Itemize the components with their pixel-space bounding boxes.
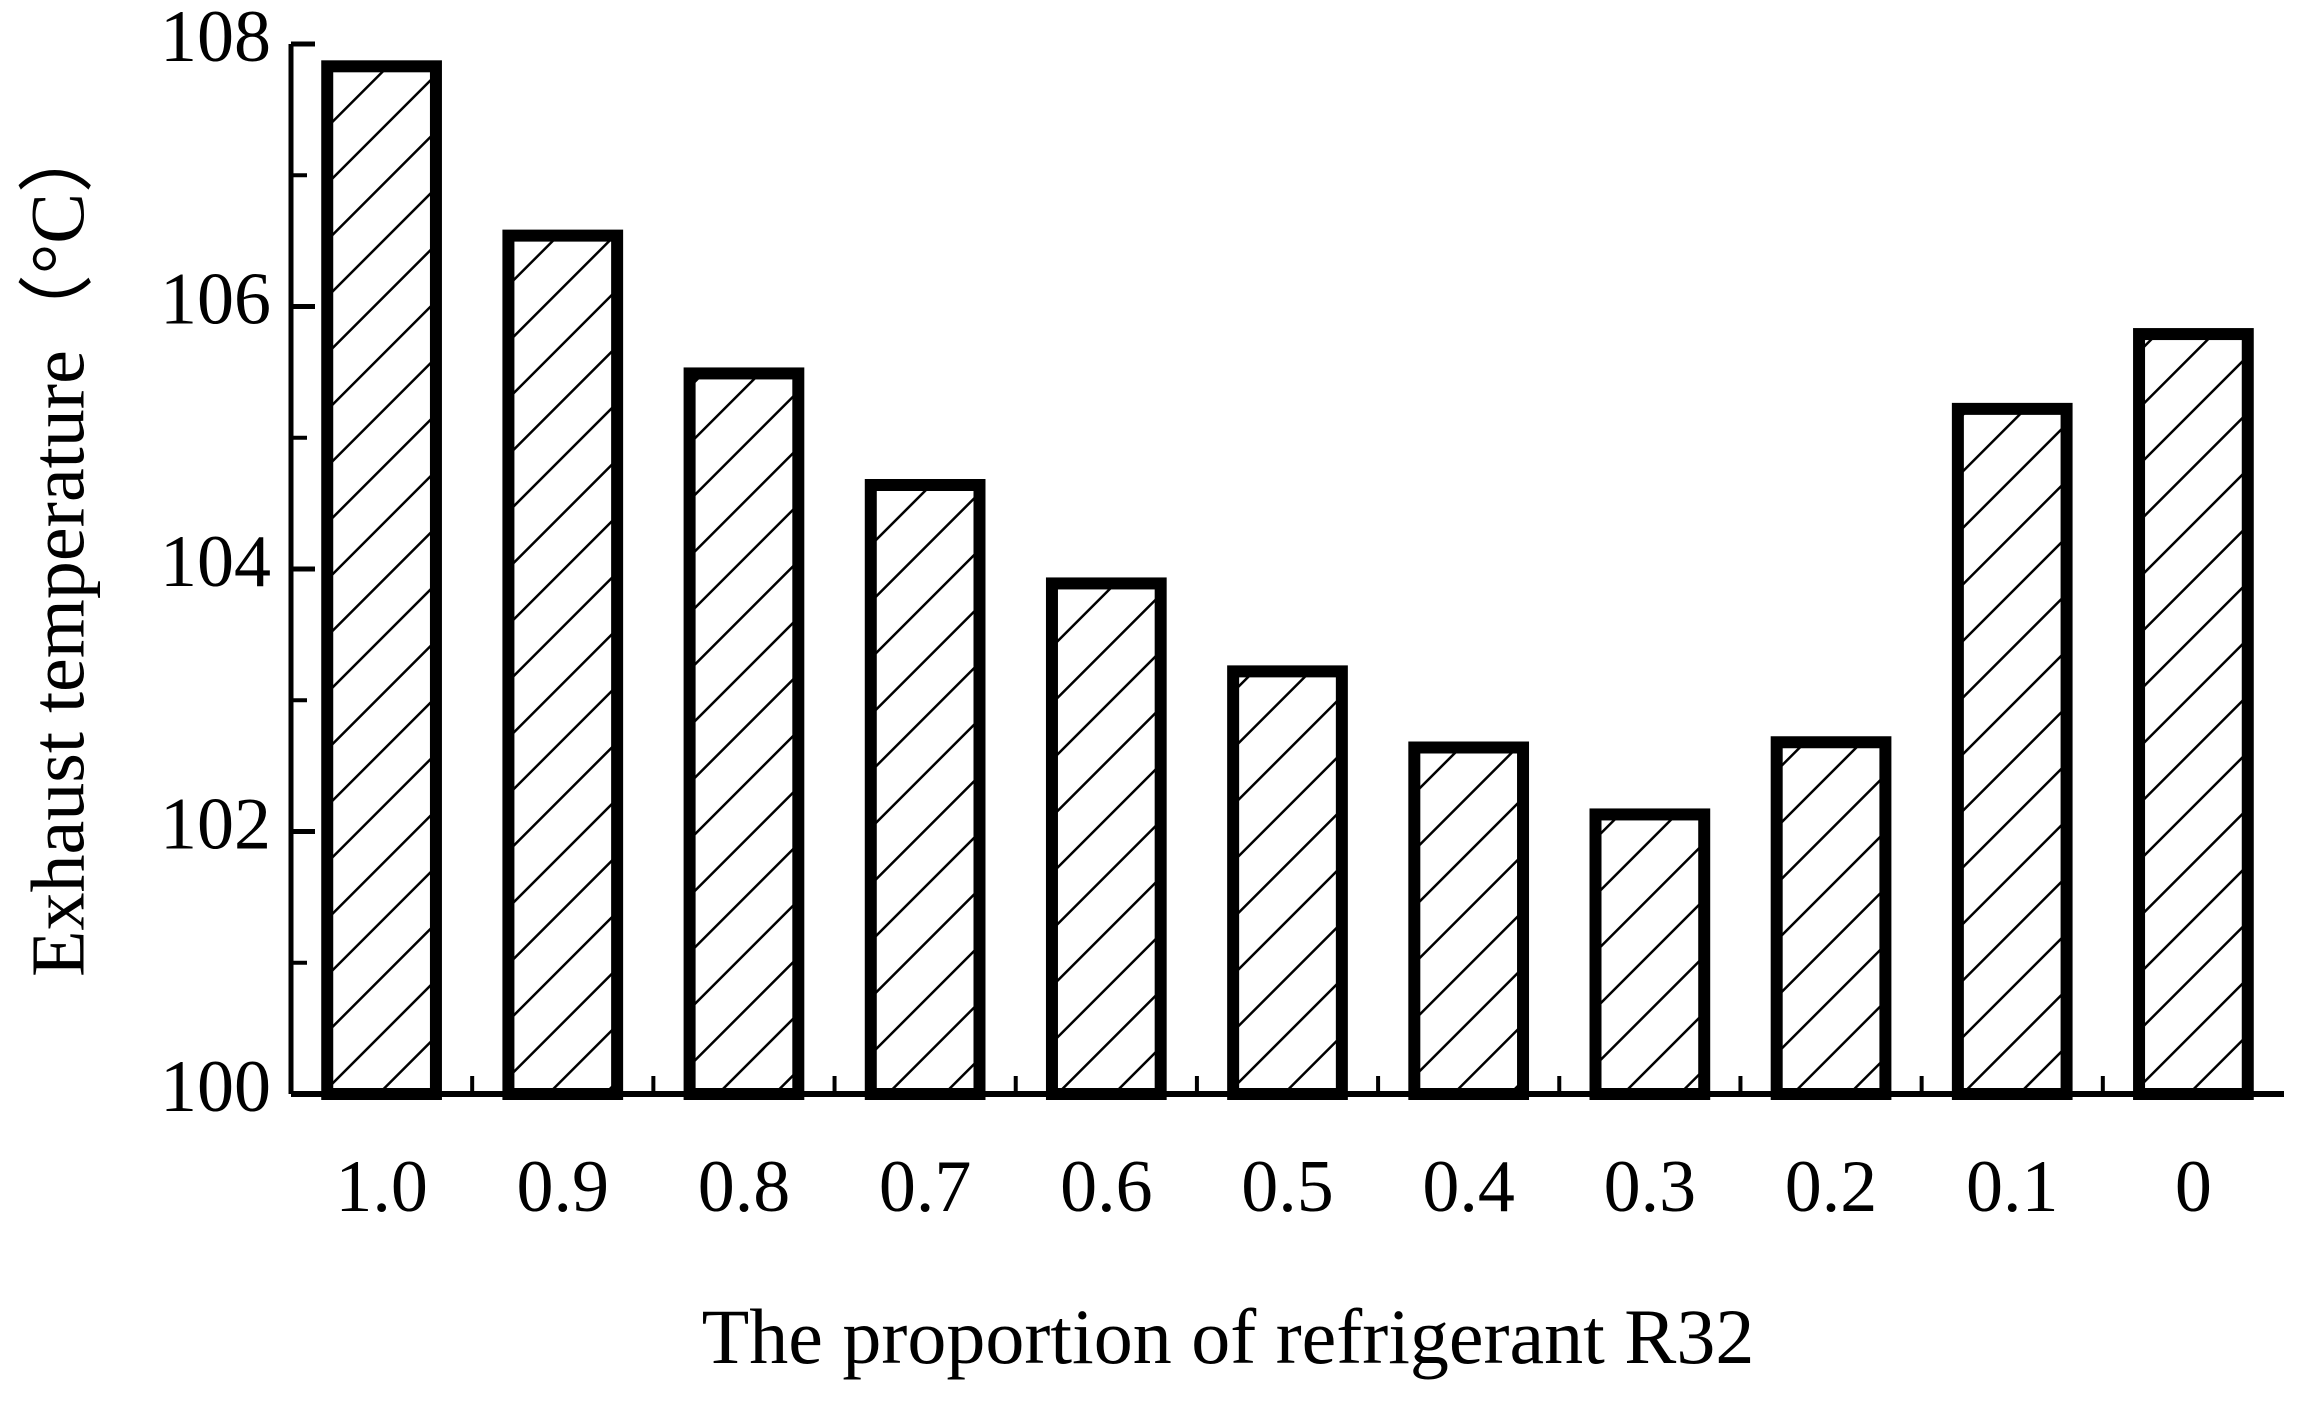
x-tick-label: 0.4 [1422, 1146, 1515, 1228]
bar [1951, 402, 2073, 1100]
y-tick-label: 106 [160, 258, 271, 340]
x-tick-label: 0 [2175, 1146, 2212, 1228]
y-tick-label: 108 [160, 0, 271, 78]
x-axis-title: The proportion of refrigerant R32 [702, 1293, 1755, 1380]
y-tick-label: 100 [160, 1046, 271, 1128]
x-tick-label: 0.6 [1060, 1146, 1153, 1228]
bar [1408, 741, 1530, 1100]
bar [321, 60, 442, 1100]
y-axis-title: Exhaust temperature（°C） [16, 117, 100, 977]
x-tick-label: 0.9 [517, 1146, 610, 1228]
x-tick-label: 0.3 [1604, 1146, 1697, 1228]
bar [683, 367, 805, 1100]
x-tick-label: 0.2 [1785, 1146, 1878, 1228]
x-tick-label: 1.0 [335, 1146, 428, 1228]
y-tick-label: 102 [160, 783, 271, 865]
x-tick-label: 0.7 [879, 1146, 972, 1228]
x-tick-label: 0.8 [698, 1146, 791, 1228]
x-tick-label: 0.5 [1241, 1146, 1334, 1228]
bar [502, 229, 624, 1100]
bar [864, 479, 986, 1100]
y-tick-label: 104 [160, 521, 271, 603]
x-tick-label: 0.1 [1966, 1146, 2059, 1228]
bar [1770, 736, 1892, 1100]
bar [1045, 577, 1167, 1100]
bar [1589, 808, 1711, 1100]
bar [1227, 665, 1348, 1100]
bar [2133, 328, 2254, 1100]
